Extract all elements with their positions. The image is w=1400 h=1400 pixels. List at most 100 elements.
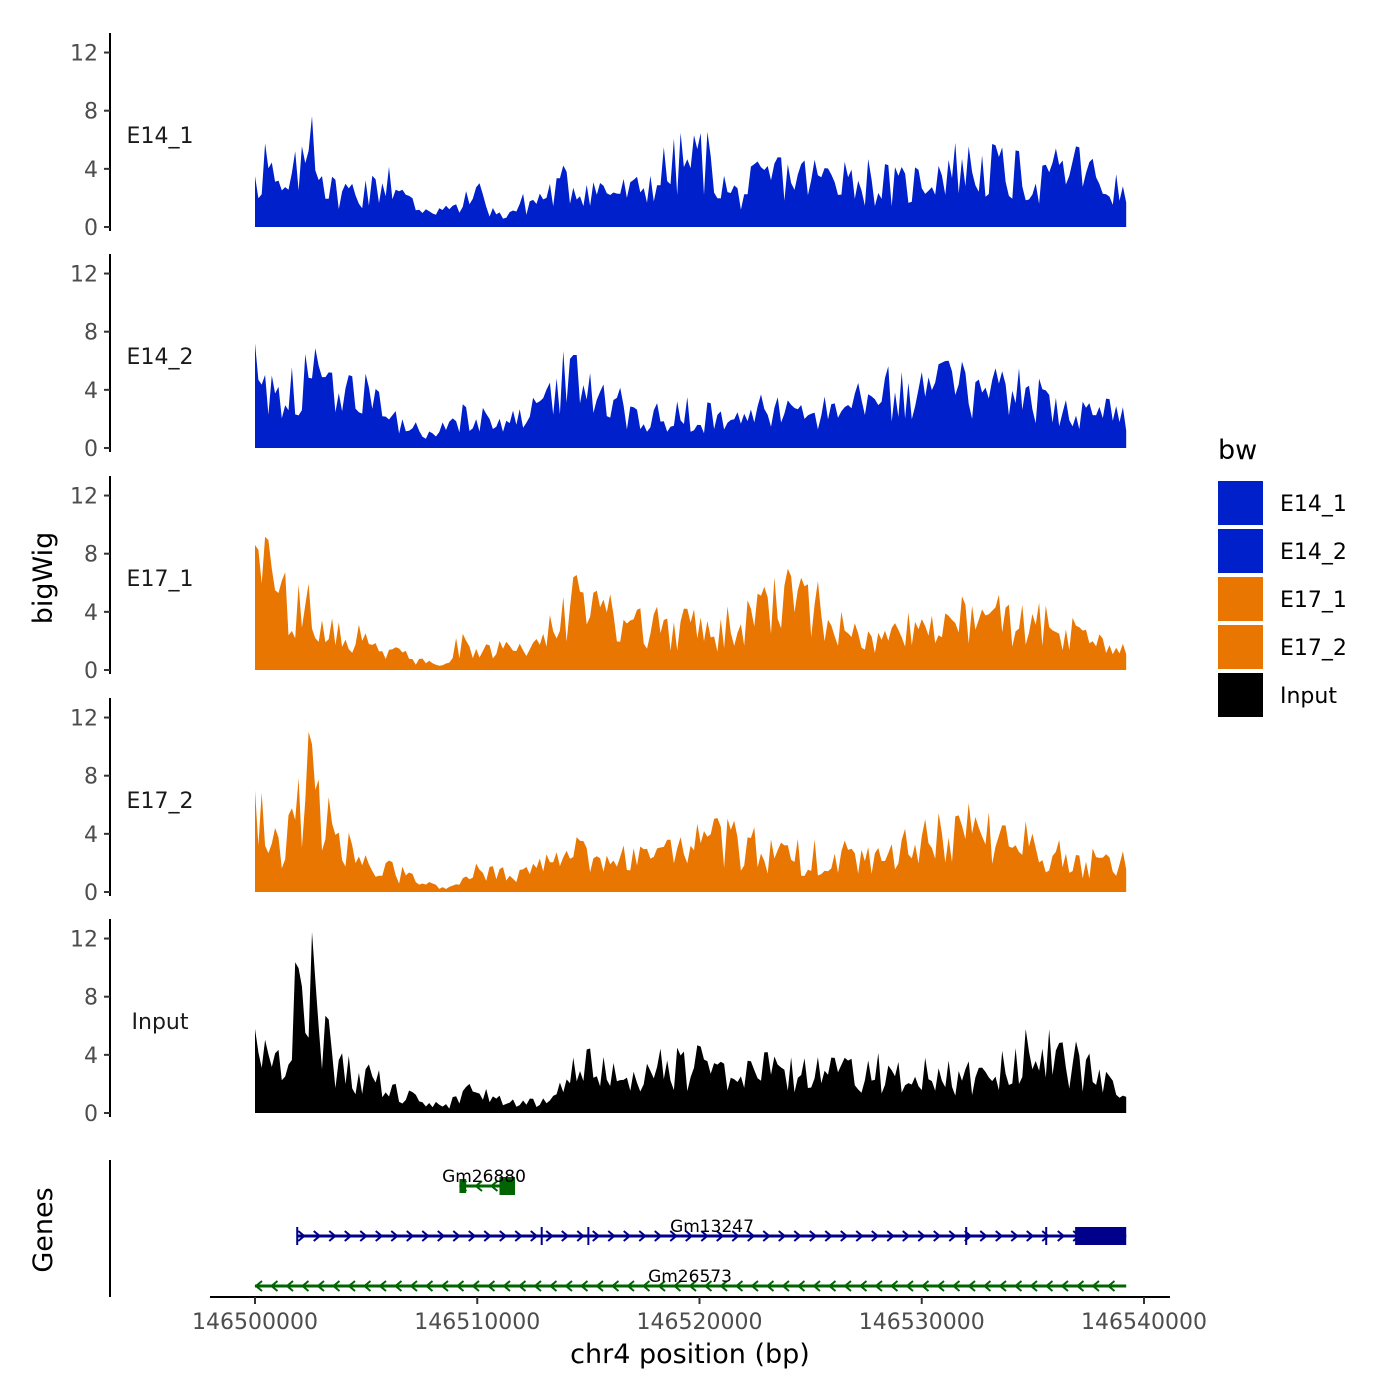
gene-strand-arrow	[951, 1280, 961, 1292]
gene-label-Gm26573: Gm26573	[648, 1267, 732, 1287]
gene-strand-arrow	[747, 1230, 756, 1242]
gene-strand-arrow	[641, 1280, 651, 1292]
track-label-E14_2: E14_2	[127, 345, 194, 370]
bigwig-tracks: 0 4 8 12 E14_1 0 4 8 12 E14_2 0 4 8 12 E17_1 0 4 8 12 E17_2…	[70, 33, 1127, 1127]
track-Input: 0 4 8 12 Input	[70, 919, 1127, 1127]
gene-strand-arrow	[1044, 1280, 1054, 1292]
gene-strand-arrow	[437, 1230, 446, 1242]
gene-label-Gm26880: Gm26880	[442, 1167, 526, 1187]
gene-exon-Gm13247	[1075, 1227, 1127, 1245]
gene-strand-arrow	[452, 1230, 461, 1242]
y-tick-label-E14_2-12: 12	[70, 263, 98, 288]
gene-strand-arrow	[297, 1230, 306, 1242]
gene-strand-arrow	[781, 1280, 790, 1292]
gene-strand-arrow	[886, 1230, 895, 1242]
y-tick-label-E17_1-8: 8	[84, 543, 98, 568]
legend-label-E17_1: E17_1	[1280, 588, 1347, 613]
gene-strand-arrow	[920, 1280, 930, 1292]
gene-strand-arrow	[421, 1230, 430, 1242]
x-tick-label-146510000: 146510000	[414, 1310, 540, 1335]
gene-strand-arrow	[595, 1280, 604, 1292]
gene-strand-arrow	[517, 1280, 527, 1292]
gene-Gm26573: Gm26573	[254, 1267, 1127, 1292]
y-tick-label-E14_1-0: 0	[84, 216, 98, 241]
gene-strand-arrow	[254, 1280, 263, 1292]
gene-strand-arrow	[471, 1280, 480, 1292]
gene-strand-arrow	[731, 1230, 740, 1242]
gene-strand-arrow	[685, 1230, 694, 1242]
gene-label-Gm13247: Gm13247	[670, 1217, 754, 1237]
legend-key-E14_1	[1218, 481, 1263, 525]
gene-strand-arrow	[378, 1280, 387, 1292]
gene-strand-arrow	[393, 1280, 403, 1292]
y-tick-label-Input-0: 0	[84, 1102, 98, 1127]
gene-strand-arrow	[300, 1280, 310, 1292]
gene-strand-arrow	[716, 1230, 725, 1242]
gene-strand-arrow	[390, 1230, 399, 1242]
gene-strand-arrow	[533, 1280, 542, 1292]
gene-strand-arrow	[809, 1230, 818, 1242]
y-tick-label-E14_2-0: 0	[84, 437, 98, 462]
gene-strand-arrow	[623, 1230, 632, 1242]
gene-strand-arrow	[902, 1230, 911, 1242]
gene-strand-arrow	[440, 1280, 449, 1292]
area-E14_1	[255, 116, 1127, 227]
gene-strand-arrow	[672, 1280, 682, 1292]
gene-strand-arrow	[1026, 1230, 1035, 1242]
y-tick-label-Input-8: 8	[84, 986, 98, 1011]
area-E17_2	[255, 731, 1127, 892]
gene-strand-arrow	[855, 1230, 864, 1242]
gene-strand-arrow	[313, 1230, 322, 1242]
x-axis: 146500000 146510000 146520000 146530000 1465…	[192, 1296, 1207, 1335]
track-label-E14_1: E14_1	[127, 124, 194, 149]
gene-strand-arrow	[812, 1280, 821, 1292]
gene-strand-arrow	[734, 1280, 744, 1292]
gene-strand-arrow	[793, 1230, 802, 1242]
area-E14_2	[255, 343, 1127, 448]
gene-strand-arrow	[700, 1230, 709, 1242]
gene-strand-arrow	[344, 1230, 353, 1242]
gene-strand-arrow	[455, 1280, 465, 1292]
legend-label-Input: Input	[1280, 684, 1337, 709]
legend-label-E14_1: E14_1	[1280, 492, 1347, 517]
gene-strand-arrow	[874, 1280, 883, 1292]
gene-strand-arrow	[933, 1230, 942, 1242]
gene-strand-arrow	[489, 1180, 499, 1192]
gene-strand-arrow	[967, 1280, 976, 1292]
gene-strand-arrow	[545, 1230, 554, 1242]
gene-strand-arrow	[514, 1230, 523, 1242]
y-tick-label-E14_2-4: 4	[84, 379, 98, 404]
gene-strand-arrow	[362, 1280, 372, 1292]
gene-strand-arrow	[502, 1280, 511, 1292]
gene-strand-arrow	[576, 1230, 585, 1242]
gene-strand-arrow	[843, 1280, 852, 1292]
gene-strand-arrow	[827, 1280, 837, 1292]
gene-strand-arrow	[607, 1230, 616, 1242]
area-Input	[255, 932, 1127, 1113]
gene-strand-arrow	[796, 1280, 806, 1292]
y-tick-label-E14_1-12: 12	[70, 42, 98, 67]
gene-strand-arrow	[1029, 1280, 1038, 1292]
gene-exon-Gm26880	[459, 1179, 467, 1193]
legend-key-E17_1	[1218, 577, 1263, 621]
gene-strand-arrow	[499, 1230, 508, 1242]
gene-strand-arrow	[778, 1230, 787, 1242]
gene-strand-arrow	[424, 1280, 434, 1292]
legend-label-E17_2: E17_2	[1280, 636, 1347, 661]
gene-strand-arrow	[269, 1280, 279, 1292]
y-tick-label-Input-4: 4	[84, 1044, 98, 1069]
gene-strand-arrow	[979, 1230, 988, 1242]
gene-strand-arrow	[579, 1280, 589, 1292]
track-E14_1: 0 4 8 12 E14_1	[70, 33, 1127, 241]
y-tick-label-E14_1-8: 8	[84, 100, 98, 125]
gene-strand-arrow	[669, 1230, 678, 1242]
gene-Gm13247: Gm13247	[296, 1217, 1127, 1245]
track-E17_1: 0 4 8 12 E17_1	[70, 476, 1127, 684]
legend-key-E14_2	[1218, 529, 1263, 573]
gene-strand-arrow	[1013, 1280, 1023, 1292]
genes-panel: Gm26880 Gm13247 Gm26573	[109, 1160, 1127, 1297]
gene-strand-arrow	[1091, 1280, 1100, 1292]
track-label-Input: Input	[132, 1010, 189, 1035]
gene-strand-arrow	[688, 1280, 697, 1292]
gene-strand-arrow	[1041, 1230, 1050, 1242]
